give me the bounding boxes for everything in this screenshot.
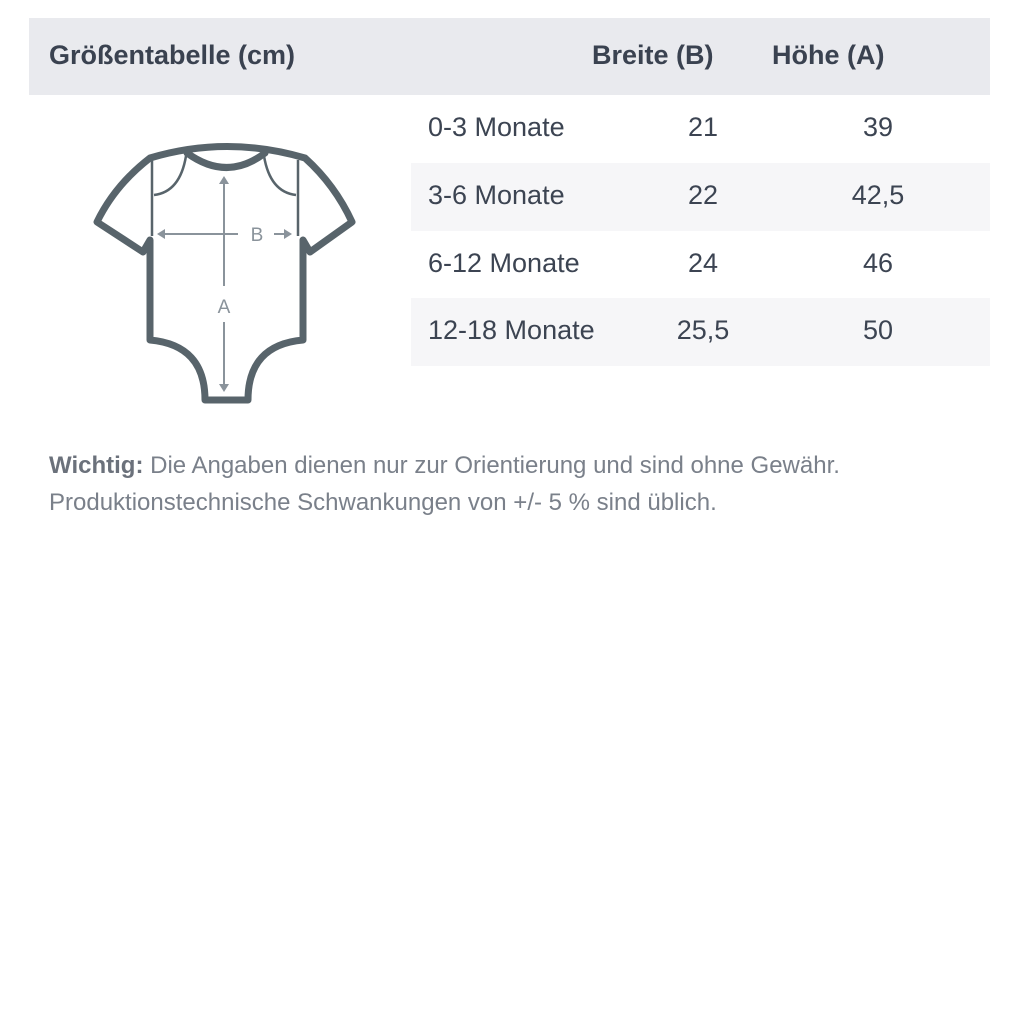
height-cell: 50 bbox=[862, 315, 894, 345]
table-row: 0-3 Monate 21 39 bbox=[411, 95, 990, 163]
table-row: 12-18 Monate 25,5 50 bbox=[411, 298, 990, 366]
size-cell: 6-12 Monate bbox=[428, 248, 580, 278]
width-cell: 21 bbox=[687, 112, 719, 142]
column-header-height: Höhe (A) bbox=[772, 40, 885, 70]
measurement-arrows bbox=[157, 176, 292, 392]
table-header: Größentabelle (cm) Breite (B) Höhe (A) bbox=[29, 18, 990, 95]
label-b: B bbox=[251, 225, 264, 246]
disclaimer-note: Wichtig: Die Angaben dienen nur zur Orie… bbox=[49, 447, 840, 521]
height-cell: 42,5 bbox=[851, 180, 905, 210]
height-cell: 46 bbox=[862, 248, 894, 278]
size-cell: 0-3 Monate bbox=[428, 112, 565, 142]
table-row: 3-6 Monate 22 42,5 bbox=[411, 163, 990, 231]
table-title: Größentabelle (cm) bbox=[49, 40, 296, 70]
width-cell: 25,5 bbox=[676, 315, 730, 345]
height-cell: 39 bbox=[862, 112, 894, 142]
width-cell: 24 bbox=[687, 248, 719, 278]
column-header-width: Breite (B) bbox=[592, 40, 714, 70]
label-a: A bbox=[218, 297, 231, 318]
note-label: Wichtig: bbox=[49, 452, 144, 479]
note-line-1: Die Angaben dienen nur zur Orientierung … bbox=[143, 452, 840, 479]
table-row: 6-12 Monate 24 46 bbox=[411, 231, 990, 299]
size-cell: 12-18 Monate bbox=[428, 315, 595, 345]
bodysuit-outline-icon bbox=[93, 143, 356, 404]
baby-bodysuit-diagram: B A bbox=[93, 143, 356, 404]
width-cell: 22 bbox=[687, 180, 719, 210]
bodysuit-seams bbox=[150, 155, 300, 236]
size-cell: 3-6 Monate bbox=[428, 180, 565, 210]
note-line-2: Produktionstechnische Schwankungen von +… bbox=[49, 489, 717, 516]
